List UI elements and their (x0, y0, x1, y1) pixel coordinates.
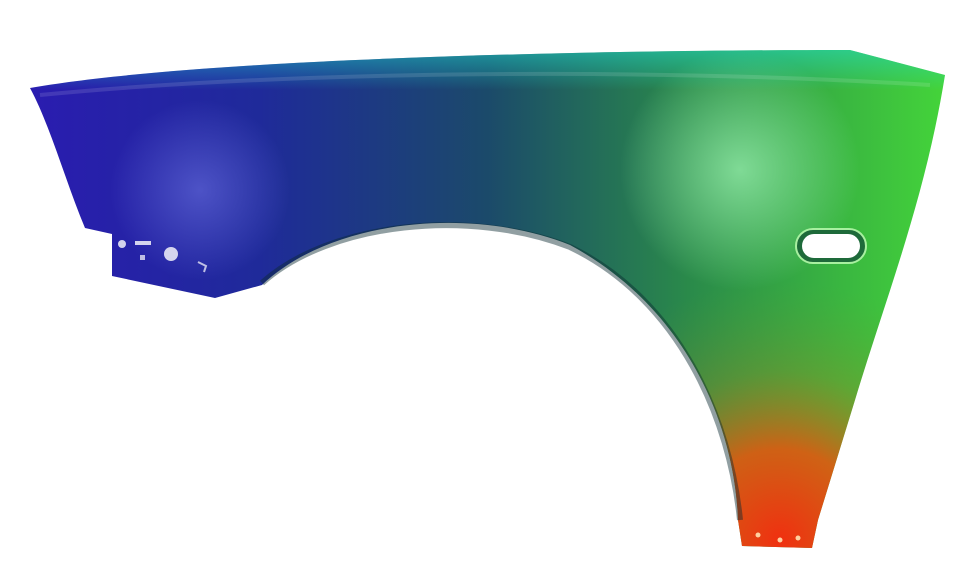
bottom-mounting-foot (755, 532, 801, 543)
fender-body (30, 50, 945, 548)
mounting-bracket-holes (118, 240, 208, 273)
side-marker-hole (795, 228, 867, 264)
